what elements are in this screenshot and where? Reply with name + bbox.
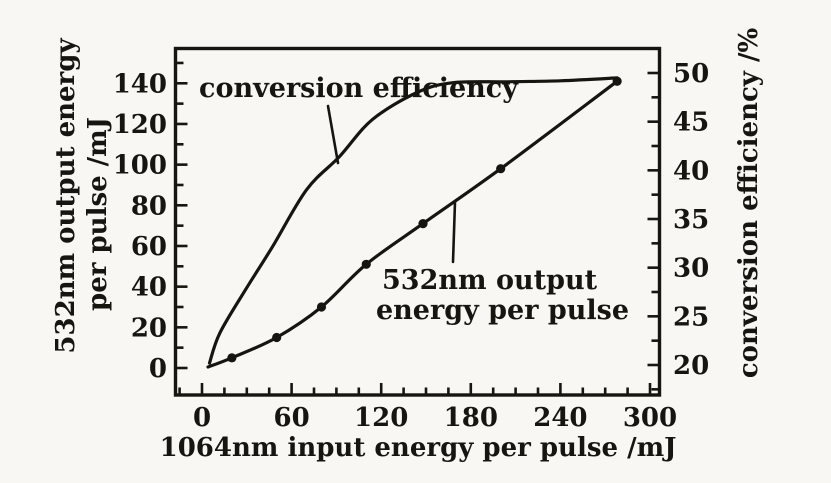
data-series bbox=[206, 76, 622, 369]
right-axis-title: conversion efficiency /% bbox=[734, 28, 764, 379]
data-point-marker bbox=[496, 164, 506, 174]
left-axis-title-line2: per pulse /mJ bbox=[83, 117, 113, 311]
leader-line-conversion-efficiency bbox=[326, 104, 340, 165]
data-point-marker bbox=[418, 219, 428, 229]
data-point-marker bbox=[272, 332, 282, 343]
efficiency-curve bbox=[207, 76, 619, 365]
axis-ticks bbox=[176, 47, 659, 394]
right-axis-tick-label: 25 bbox=[673, 302, 709, 332]
annotation-conversion-efficiency: conversion efficiency bbox=[199, 73, 519, 104]
data-point-marker bbox=[316, 302, 327, 312]
left-axis-title-line1: 532nm output energy bbox=[51, 38, 81, 354]
left-axis-tick-label: 80 bbox=[131, 191, 167, 221]
right-axis-tick-label: 20 bbox=[673, 351, 709, 381]
leader-line-532nm-output bbox=[451, 200, 457, 264]
left-axis-tick-label: 100 bbox=[113, 151, 167, 181]
left-axis-tick-label: 140 bbox=[113, 69, 167, 99]
x-axis-tick-label: 120 bbox=[354, 403, 408, 433]
left-axis-tick-label: 40 bbox=[131, 273, 167, 303]
data-point-marker bbox=[227, 353, 237, 363]
x-axis-tick-label: 0 bbox=[193, 403, 211, 433]
right-axis-tick-label: 30 bbox=[673, 254, 709, 284]
left-axis-tick-label: 20 bbox=[131, 313, 167, 343]
left-axis-tick-label: 60 bbox=[131, 232, 167, 262]
right-axis-tick-label: 45 bbox=[673, 108, 709, 138]
left-axis-tick-label: 120 bbox=[113, 110, 167, 140]
left-axis-tick-label: 0 bbox=[149, 354, 167, 384]
x-axis-tick-label: 180 bbox=[444, 403, 498, 433]
right-axis-tick-label: 35 bbox=[673, 205, 709, 235]
plot-frame bbox=[173, 46, 662, 397]
x-axis-tick-label: 240 bbox=[533, 403, 587, 433]
x-axis-tick-label: 300 bbox=[623, 403, 677, 433]
data-point-marker bbox=[361, 259, 371, 269]
annotation-532nm-output-line1: 532nm output bbox=[382, 265, 598, 296]
right-axis-tick-label: 50 bbox=[673, 59, 709, 89]
x-axis-tick-label: 60 bbox=[274, 403, 310, 433]
annotation-532nm-output-line2: energy per pulse bbox=[376, 295, 629, 326]
x-axis-title: 1064nm input energy per pulse /mJ bbox=[160, 433, 677, 463]
axis-tick-labels: 0 60 120 180 240 300 0 20 40 60 80 100 120 140 20 25 30 3… bbox=[113, 59, 709, 433]
right-axis-tick-label: 40 bbox=[673, 156, 709, 186]
